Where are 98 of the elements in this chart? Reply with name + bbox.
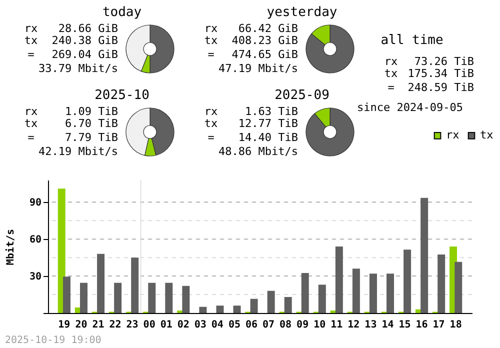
text: tx [204,34,218,47]
bar [148,282,156,313]
y-tick-label: 60 [29,234,42,246]
text: rx [24,105,38,118]
y-tick-label: 30 [29,272,42,283]
x-tick-label: 21 [92,320,104,330]
bar [131,258,139,313]
x-tick-label: 06 [245,320,258,330]
x-tick-label: 11 [330,320,343,330]
text: 2025-10-19 19:00 [5,335,102,346]
x-tick-label: 13 [364,320,377,330]
bar [420,198,428,313]
bar [369,274,377,313]
text: 42.19 Mbit/s [38,145,118,158]
text: tx [24,117,38,130]
bar [199,306,207,313]
legend-label: tx [480,128,494,142]
x-tick-label: 12 [348,320,360,330]
x-tick-label: 03 [194,320,206,330]
x-tick-label: 10 [314,320,326,330]
bar [62,276,70,313]
text: 175.34 TiB [408,67,474,80]
bar [318,284,326,313]
bar [182,286,190,313]
bar [80,282,88,313]
x-tick-label: 01 [160,320,172,330]
text: 1.63 TiB [245,105,298,118]
chart-title: 2025-10 [94,88,150,103]
text: 66.42 GiB [238,22,298,35]
text: since 2024-09-05 [357,101,463,114]
text: rx [24,22,38,35]
text: 12.77 TiB [238,117,298,130]
x-tick-label: 15 [398,320,411,330]
bar [216,306,224,313]
text: 269.04 GiB [52,48,118,61]
text: 28.66 GiB [58,22,118,35]
text: 240.38 GiB [52,34,118,47]
donut-slice [306,24,354,74]
text: tx [204,117,218,130]
bar [404,250,412,313]
legend-label: rx [446,128,460,142]
chart-title: 2025-09 [274,88,330,103]
x-tick-label: 18 [450,320,462,330]
text: all time [380,33,444,48]
x-tick-label: 20 [75,320,88,330]
bar [114,282,122,313]
bar [58,188,66,313]
bar [267,290,275,313]
x-tick-label: 00 [143,320,156,330]
text: = [28,48,35,61]
text: rx [384,55,398,68]
donut-slice [306,108,354,156]
text: tx [384,67,398,80]
text: 6.70 TiB [65,117,118,130]
chart-title: yesterday [266,5,338,20]
bar [386,274,394,313]
bar [335,246,343,313]
text: = [208,131,215,144]
x-tick-label: 05 [228,320,240,330]
x-tick-label: 23 [126,320,138,330]
bar [165,282,173,313]
text: 7.79 TiB [65,131,118,144]
y-axis-title: Mbit/s [4,228,16,266]
x-tick-label: 07 [262,320,275,330]
text: 14.40 TiB [238,131,298,144]
x-tick-label: 14 [382,320,394,330]
x-tick-label: 09 [296,320,309,330]
bar [233,306,241,313]
text: 73.26 TiB [414,55,474,68]
bar [352,268,360,313]
x-tick-label: 19 [58,320,70,330]
text: 408.23 GiB [232,34,298,47]
text: rx [204,105,218,118]
chart-title: today [102,5,142,20]
bar [284,296,292,313]
x-tick-label: 22 [109,320,122,330]
text: = [388,81,395,94]
bar [454,262,462,313]
text: 1.09 TiB [65,105,118,118]
bar [97,254,105,313]
text: rx [204,22,218,35]
x-tick-label: 16 [416,320,428,330]
text: = [208,48,215,61]
text: 33.79 Mbit/s [38,62,118,75]
x-tick-label: 02 [177,320,190,330]
x-tick-label: 04 [211,320,224,330]
text: 474.65 GiB [232,48,298,61]
bar [301,272,309,313]
x-tick-label: 17 [432,320,445,330]
bar [438,254,446,313]
text: tx [24,34,38,47]
text: 47.19 Mbit/s [218,62,298,75]
bar [250,298,258,313]
x-tick-label: 08 [280,320,292,330]
text: 48.86 Mbit/s [218,145,298,158]
text: = [28,131,35,144]
text: 248.59 TiB [408,81,474,94]
y-tick-label: 90 [29,198,42,209]
